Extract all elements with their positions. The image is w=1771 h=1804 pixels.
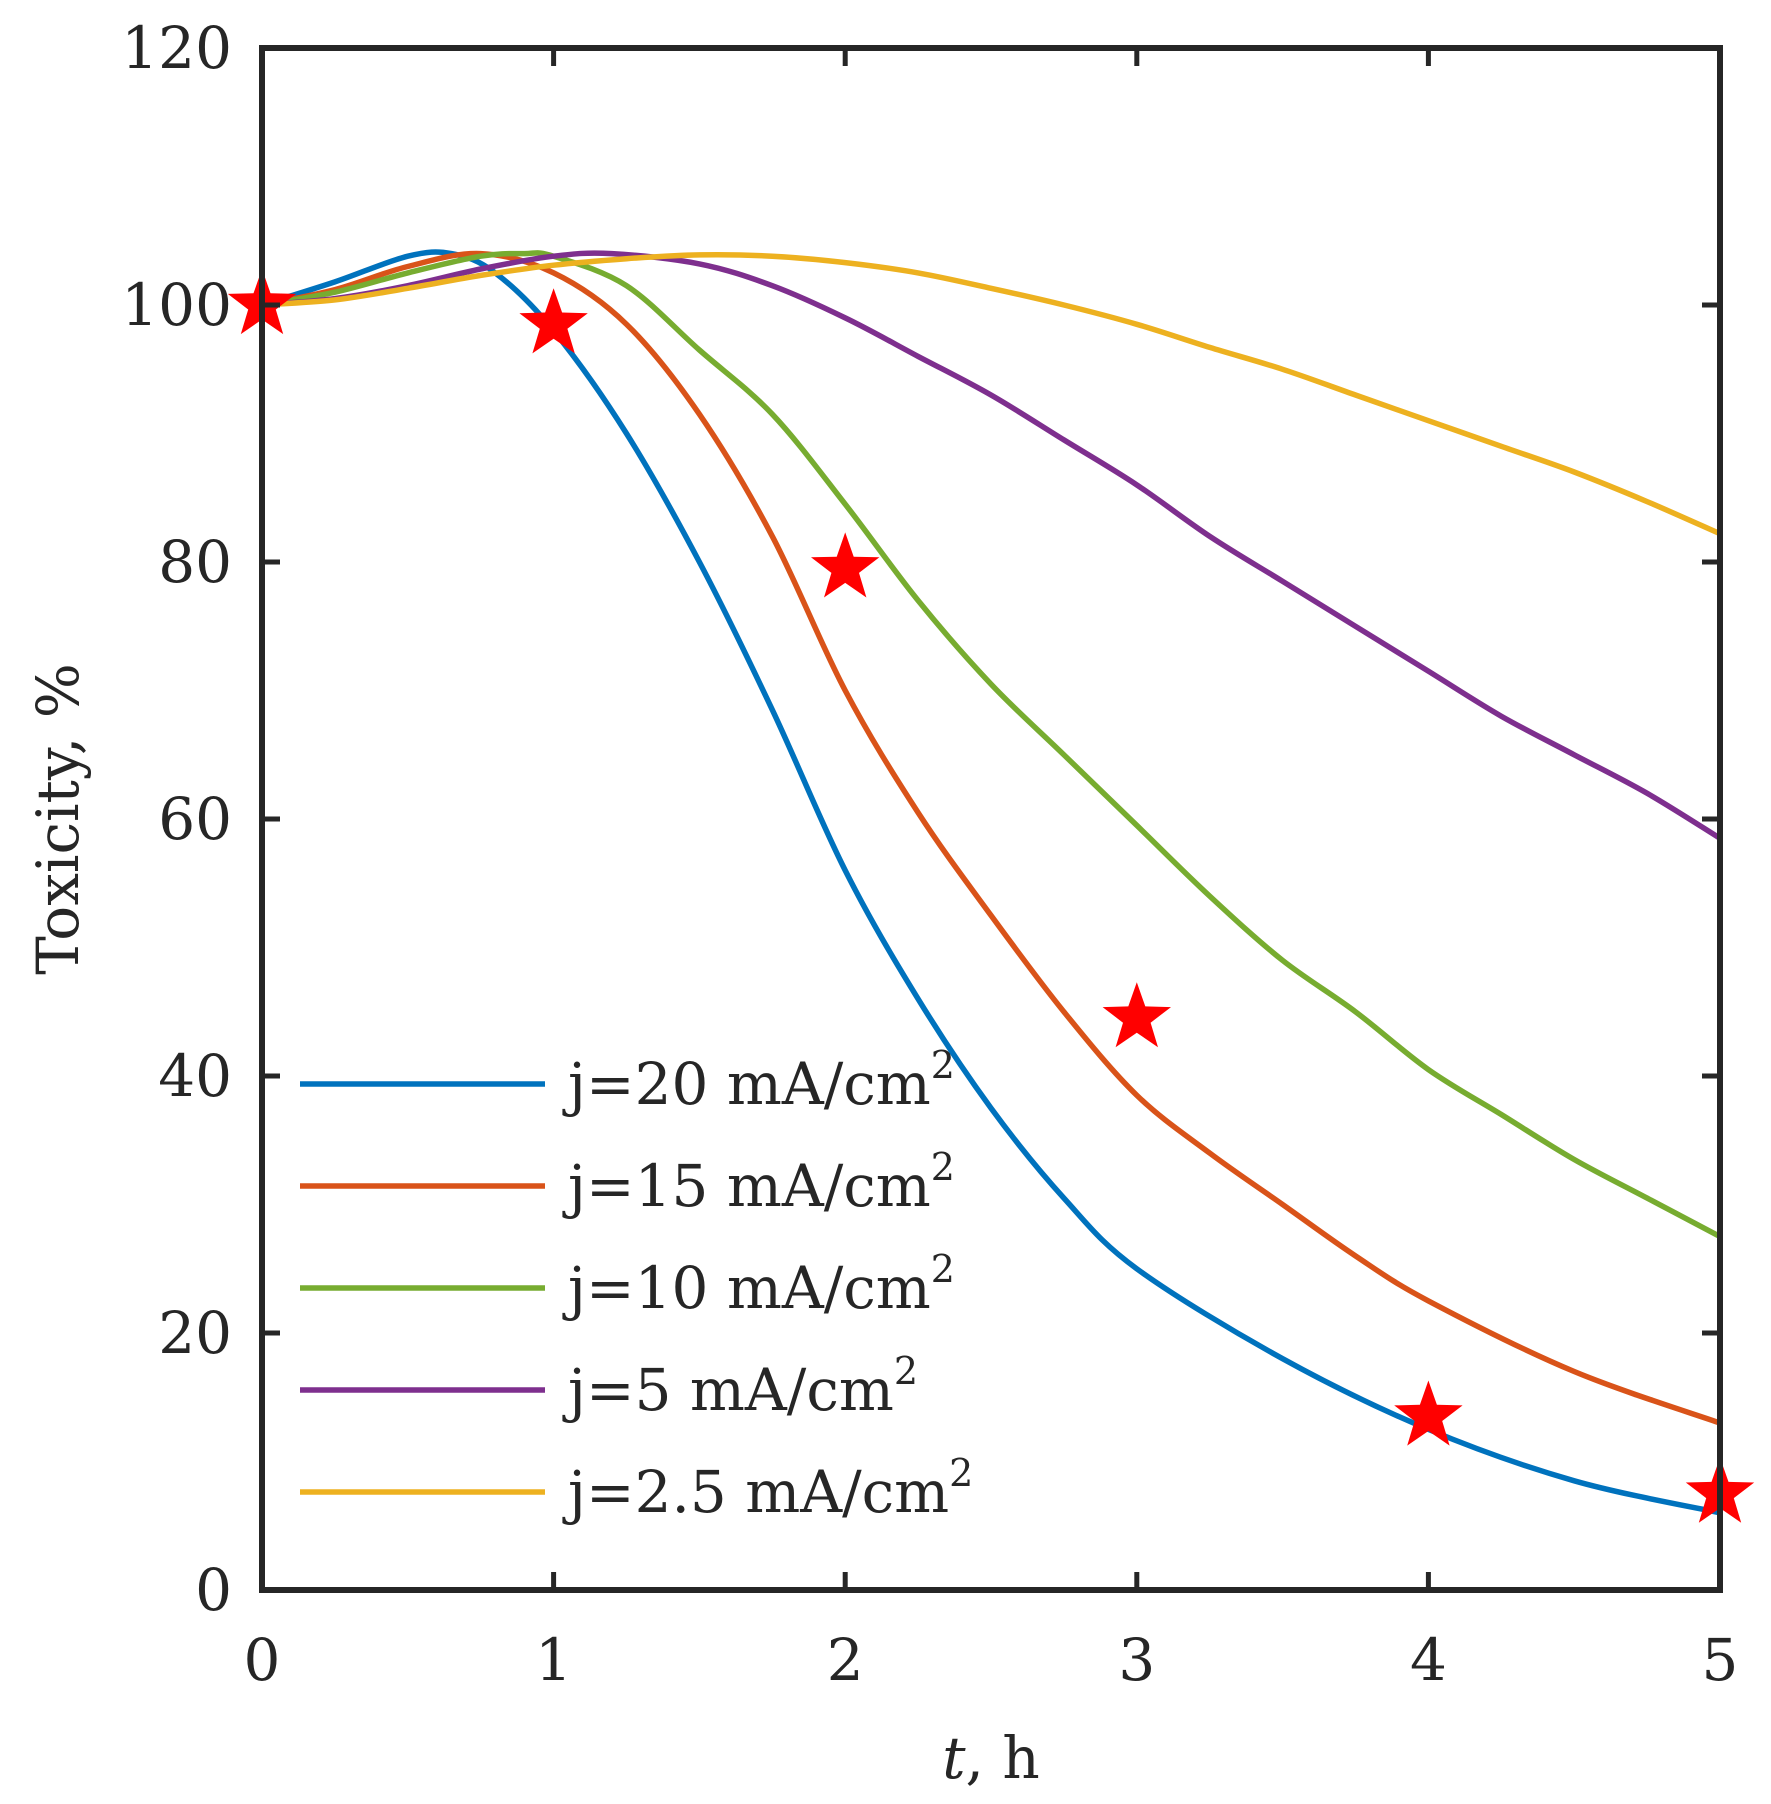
legend-label-2: j=15 mA/cm2 (562, 1145, 955, 1220)
y-axis-title: Toxicity, % (24, 663, 92, 975)
y-tick-label-0: 0 (195, 1556, 232, 1624)
legend-label-5: j=2.5 mA/cm2 (562, 1451, 973, 1526)
y-tick-label-4: 80 (158, 528, 232, 596)
x-tick-label-1: 1 (535, 1626, 572, 1694)
plot-frame (259, 45, 1723, 1593)
series-line-3 (259, 250, 1723, 1240)
y-tick-label-1: 20 (158, 1299, 232, 1367)
legend-label-4: j=5 mA/cm2 (562, 1349, 918, 1424)
x-axis-variable: t (942, 1724, 966, 1792)
x-tick-label-0: 0 (244, 1626, 281, 1694)
data-point-star-5 (1394, 1380, 1463, 1446)
x-axis-unit: , h (966, 1724, 1040, 1792)
x-tick-label-4: 4 (1410, 1626, 1447, 1694)
data-point-star-4 (1102, 982, 1171, 1048)
legend-label-3: j=10 mA/cm2 (562, 1247, 955, 1322)
series-line-5 (259, 252, 1723, 537)
x-axis-title: t, h (942, 1724, 1040, 1792)
y-tick-label-2: 40 (158, 1042, 232, 1110)
y-tick-label-5: 100 (121, 271, 232, 339)
tick-layer: 0 1 2 3 4 5 0 20 40 60 80 100 120 (121, 14, 1738, 1694)
y-tick-label-6: 120 (121, 14, 232, 82)
x-tick-label-3: 3 (1118, 1626, 1155, 1694)
legend: j=20 mA/cm2 j=15 mA/cm2 j=10 mA/cm2 j=5 mA/… (300, 1043, 973, 1526)
y-tick-label-3: 60 (158, 785, 232, 853)
x-tick-label-2: 2 (827, 1626, 864, 1694)
data-point-star-2 (519, 288, 588, 354)
curve-layer (259, 249, 1723, 1516)
x-tick-label-5: 5 (1702, 1626, 1739, 1694)
series-line-1 (259, 249, 1723, 1516)
series-line-4 (259, 250, 1723, 842)
legend-label-1: j=20 mA/cm2 (562, 1043, 955, 1118)
data-point-star-3 (811, 532, 880, 598)
